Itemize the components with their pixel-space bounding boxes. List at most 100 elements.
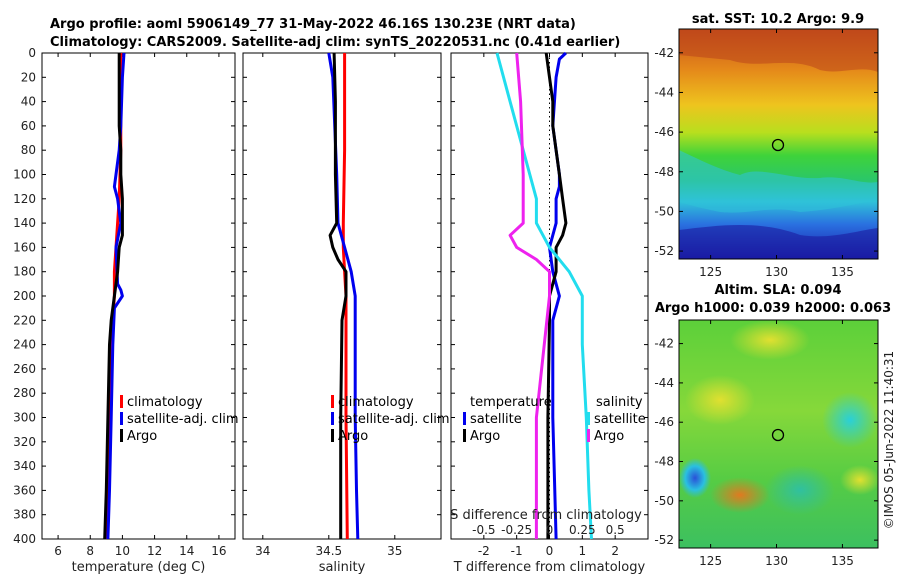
legend-swatch-climatology <box>331 395 334 408</box>
sla-high-anomaly <box>840 465 878 495</box>
legend-swatch-t-satellite <box>463 412 466 425</box>
series-line-s-satellite <box>495 52 593 540</box>
y-tick-label: 100 <box>13 168 36 182</box>
x-axis-label: temperature (deg C) <box>72 560 206 575</box>
difference-panel: -2 -1 0 1 2 T difference from climatology <box>450 51 649 575</box>
lat-tick-label: -48 <box>654 165 674 179</box>
y-tick-label: 220 <box>13 313 36 327</box>
legend-label-t-satellite: satellite <box>470 412 522 427</box>
legend-swatch-argo <box>331 429 334 442</box>
y-tick-label: 400 <box>13 532 36 546</box>
lat-tick-label: -44 <box>654 376 674 390</box>
lat-tick-label: -46 <box>654 415 674 429</box>
x-tick-label: 12 <box>147 544 162 558</box>
sst-map-frame <box>678 28 879 260</box>
legend-swatch-s-argo <box>587 429 590 442</box>
s-difference-tick-label: 0 <box>546 523 554 537</box>
sla-low-anomaly <box>765 465 835 515</box>
lat-tick-label: -42 <box>654 46 674 60</box>
x-tick-label: 2 <box>611 544 619 558</box>
y-tick-label: 140 <box>13 216 36 230</box>
legend-swatch-t-argo <box>463 429 466 442</box>
x-tick-label: 14 <box>179 544 194 558</box>
y-tick-label: 60 <box>21 119 36 133</box>
legend-swatch-climatology <box>120 395 123 408</box>
x-tick-label: -2 <box>478 544 490 558</box>
lon-tick-label: 130 <box>765 265 788 279</box>
chart-title-line2: Climatology: CARS2009. Satellite-adj cli… <box>50 35 620 50</box>
y-tick-label: 260 <box>13 362 36 376</box>
lat-tick-label: -52 <box>654 533 674 547</box>
chart-title-line1: Argo profile: aoml 5906149_77 31-May-202… <box>50 17 576 32</box>
sla-map-title-line2: Argo h1000: 0.039 h2000: 0.063 <box>655 301 891 316</box>
s-difference-tick-label: 0.25 <box>569 523 596 537</box>
lat-tick-label: -50 <box>654 494 674 508</box>
y-tick-label: 380 <box>13 508 36 522</box>
sla-high-anomaly <box>730 320 810 360</box>
lat-tick-label: -52 <box>654 244 674 258</box>
lat-tick-label: -50 <box>654 204 674 218</box>
sla-map-title-line1: Altim. SLA: 0.094 <box>715 283 842 298</box>
sst-map-ticks: -42 -44 -46 -48 -50 -52 125 130 135 <box>654 29 878 279</box>
y-tick-label: 80 <box>21 143 36 157</box>
y-tick-label: 160 <box>13 240 36 254</box>
y-tick-label: 340 <box>13 459 36 473</box>
legend-label-satellite: satellite-adj. clim <box>127 412 239 427</box>
s-difference-ticks: -0.5 -0.25 0 0.25 0.5 <box>472 523 625 537</box>
legend-label-climatology: climatology <box>127 395 203 410</box>
series-line-t-argo <box>544 52 568 539</box>
lat-tick-label: -44 <box>654 85 674 99</box>
legend-label-t-argo: Argo <box>470 429 500 444</box>
salinity-panel: 34 34.5 35 salinity <box>242 52 442 575</box>
lon-tick-label: 135 <box>831 554 854 568</box>
y-tick-label: 120 <box>13 192 36 206</box>
legend-swatch-satellite <box>120 412 123 425</box>
temperature-panel: 0 20 40 60 80 100 120 140 160 180 200 220 240 260 280 3… <box>13 46 236 575</box>
sla-low-anomaly <box>822 392 878 448</box>
legend-title-temperature: temperature <box>470 395 552 410</box>
x-tick-label: 35 <box>387 544 402 558</box>
y-tick-label: 280 <box>13 386 36 400</box>
legend-label-argo: Argo <box>338 429 368 444</box>
x-tick-label: 10 <box>115 544 130 558</box>
x-tick-label: 34 <box>255 544 270 558</box>
legend-title-salinity: salinity <box>596 395 643 410</box>
legend-label-climatology: climatology <box>338 395 414 410</box>
sst-cool-front <box>679 150 878 213</box>
series-line-s-argo <box>508 52 551 539</box>
y-tick-label: 0 <box>28 46 36 60</box>
legend-swatch-argo <box>120 429 123 442</box>
sla-map-ticks: -42 -44 -46 -48 -50 -52 125 130 135 <box>654 320 878 568</box>
sla-argo-marker <box>771 428 785 442</box>
x-tick-label: 34.5 <box>315 544 342 558</box>
y-tick-label: 200 <box>13 289 36 303</box>
legend-label-s-argo: Argo <box>594 429 624 444</box>
sst-map-title: sat. SST: 10.2 Argo: 9.9 <box>692 12 864 27</box>
sla-low-anomaly <box>679 458 711 498</box>
legend-swatch-satellite <box>331 412 334 425</box>
y-tick-label: 20 <box>21 70 36 84</box>
legend-label-s-satellite: satellite <box>594 412 646 427</box>
sla-map-frame <box>678 319 879 549</box>
x-tick-label: -1 <box>511 544 523 558</box>
sst-warm-band <box>679 30 878 72</box>
y-tick-label: 180 <box>13 265 36 279</box>
sst-map <box>679 29 878 259</box>
sla-high-anomaly <box>685 375 755 425</box>
series-line-t-satellite <box>548 51 567 540</box>
x-tick-label: 1 <box>579 544 587 558</box>
x-axis-label: salinity <box>319 560 366 575</box>
x-axis-label: T difference from climatology <box>453 560 646 575</box>
lat-tick-label: -48 <box>654 455 674 469</box>
lon-tick-label: 135 <box>831 265 854 279</box>
imos-credit: ©IMOS 05-Jun-2022 11:40:31 <box>882 351 896 529</box>
sla-map <box>679 320 878 548</box>
lon-tick-label: 130 <box>765 554 788 568</box>
series-line-argo <box>328 52 348 539</box>
legend-label-satellite: satellite-adj. clim <box>338 412 450 427</box>
sla-strong-high-anomaly <box>710 477 770 513</box>
salinity-legend: climatology satellite-adj. clim Argo <box>331 395 450 444</box>
lon-tick-label: 125 <box>699 265 722 279</box>
x-tick-label: 6 <box>54 544 62 558</box>
